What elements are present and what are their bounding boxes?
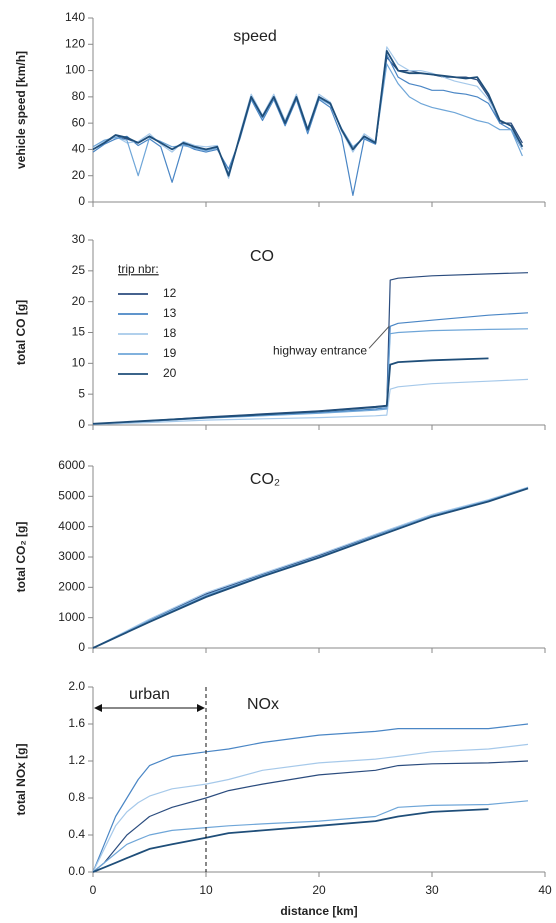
y-tick-label: 60 <box>72 115 86 129</box>
x-tick-label: 0 <box>90 883 97 897</box>
series-line <box>92 486 529 649</box>
chart-title: speed <box>233 28 277 45</box>
series-line <box>92 487 529 649</box>
series-line <box>92 723 529 873</box>
series-line <box>92 50 524 177</box>
y-tick-label: 25 <box>72 263 86 277</box>
y-tick-label: 5000 <box>58 489 85 503</box>
legend-label: 20 <box>163 366 177 380</box>
series-line <box>92 743 529 873</box>
legend-label: 12 <box>163 286 177 300</box>
y-axis-label: total CO [g] <box>14 300 28 365</box>
annotation: highway entrance <box>273 344 367 358</box>
series-line <box>92 63 523 177</box>
series-line <box>92 378 529 425</box>
series-line <box>92 56 523 177</box>
legend-label: 18 <box>163 326 177 340</box>
y-tick-label: 4000 <box>58 519 85 533</box>
y-tick-label: 120 <box>65 36 85 50</box>
y-tick-label: 0 <box>78 194 85 208</box>
x-axis-label: distance [km] <box>280 904 357 918</box>
x-tick-label: 20 <box>312 883 326 897</box>
y-tick-label: 20 <box>72 294 86 308</box>
y-tick-label: 5 <box>78 386 85 400</box>
series-line <box>92 54 523 196</box>
series-line <box>92 800 529 873</box>
y-axis-label: total NOx [g] <box>14 744 28 816</box>
series-line <box>92 487 529 649</box>
x-tick-label: 30 <box>425 883 439 897</box>
y-tick-label: 30 <box>72 232 86 246</box>
y-tick-label: 6000 <box>58 458 85 472</box>
y-tick-label: 2.0 <box>68 679 85 693</box>
y-tick-label: 80 <box>72 89 86 103</box>
series-line <box>92 357 489 425</box>
y-tick-label: 0.4 <box>68 827 85 841</box>
y-tick-label: 140 <box>65 10 85 24</box>
y-tick-label: 40 <box>72 142 86 156</box>
y-tick-label: 100 <box>65 63 85 77</box>
y-tick-label: 10 <box>72 356 86 370</box>
series-line <box>92 760 529 873</box>
y-tick-label: 15 <box>72 325 86 339</box>
y-tick-label: 1.6 <box>68 716 85 730</box>
legend-label: 19 <box>163 346 177 360</box>
y-axis-label: total CO₂ [g] <box>14 522 28 593</box>
annotation: urban <box>129 686 170 703</box>
y-tick-label: 0.8 <box>68 790 85 804</box>
series-line <box>92 486 529 649</box>
legend-title: trip nbr: <box>118 262 159 276</box>
chart-title: CO <box>250 248 274 265</box>
series-line <box>92 46 523 179</box>
chart-title: CO₂ <box>250 471 280 488</box>
annotation-pointer <box>368 325 390 349</box>
series-line <box>92 487 529 649</box>
chart-title: NOx <box>247 696 279 713</box>
series-line <box>92 808 489 873</box>
x-tick-label: 40 <box>538 883 552 897</box>
y-axis-label: vehicle speed [km/h] <box>14 51 28 169</box>
legend-label: 13 <box>163 306 177 320</box>
x-tick-label: 10 <box>199 883 213 897</box>
y-tick-label: 2000 <box>58 580 85 594</box>
y-tick-label: 3000 <box>58 549 85 563</box>
y-tick-label: 1000 <box>58 610 85 624</box>
y-tick-label: 20 <box>72 168 86 182</box>
y-tick-label: 1.2 <box>68 753 85 767</box>
y-tick-label: 0.0 <box>68 864 85 878</box>
y-tick-label: 0 <box>78 640 85 654</box>
y-tick-label: 0 <box>78 417 85 431</box>
